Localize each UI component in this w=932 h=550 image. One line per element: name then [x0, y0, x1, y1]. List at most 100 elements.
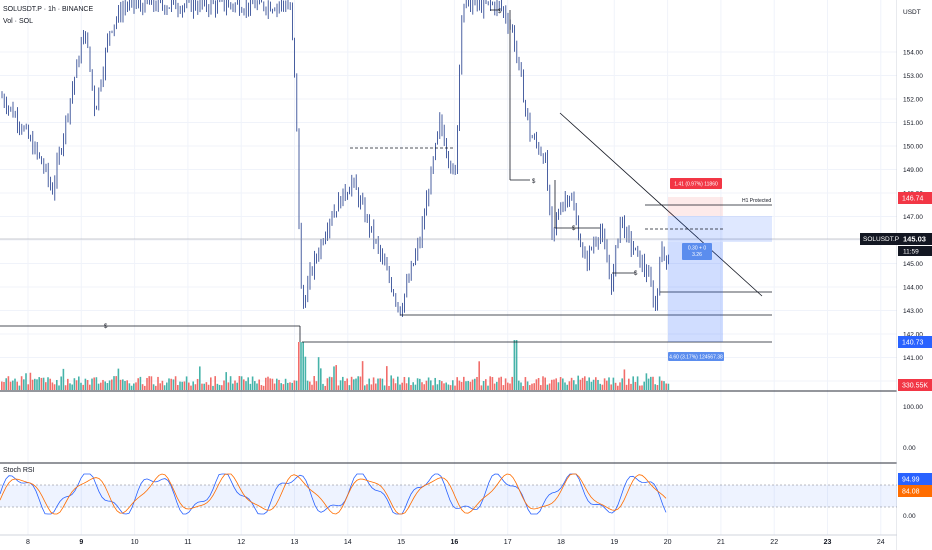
volume-bar	[7, 376, 10, 390]
volume-bar	[463, 376, 465, 390]
volume-bar	[614, 382, 617, 390]
price-candles	[1, 0, 669, 318]
ratio-badge-sub: 3.26	[692, 252, 702, 258]
volume-bar	[346, 378, 348, 390]
volume-bar	[82, 384, 84, 390]
volume-bar	[53, 384, 56, 390]
price-axis[interactable]: USDT 154.00 153.00 152.00 151.00 150.00 149.00…	[860, 0, 932, 550]
price-tag-target-bg	[898, 192, 932, 204]
volume-bar	[251, 376, 254, 390]
volume-bar	[71, 384, 73, 390]
volume-bar	[51, 382, 54, 390]
time-label: 21	[717, 539, 725, 546]
volume-bar	[324, 385, 326, 390]
volume-bar	[522, 385, 524, 390]
volume-bar	[196, 378, 199, 390]
volume-bar	[115, 376, 117, 390]
price-tick: 147.00	[903, 214, 923, 221]
volume-bar	[489, 376, 491, 390]
volume-bar	[661, 380, 663, 390]
volume-bar	[386, 366, 388, 390]
time-label: 23	[824, 539, 832, 546]
volume-bar	[223, 380, 225, 390]
volume-bar	[432, 385, 434, 390]
volume-bar	[337, 385, 340, 390]
volume-bar	[366, 384, 368, 390]
last-price: 145.03	[903, 235, 926, 244]
volume-bar	[647, 378, 650, 390]
volume-bar	[610, 384, 612, 390]
volume-bar	[315, 381, 318, 390]
volume-bar	[513, 340, 516, 390]
volume-bar	[498, 377, 500, 390]
volume-bar	[320, 368, 322, 390]
volume-bar	[179, 381, 181, 390]
volume-bar	[414, 384, 417, 390]
volume-bar	[469, 381, 472, 390]
volume-bar	[42, 377, 45, 390]
volume-bars	[1, 340, 670, 390]
ticker-tag: SOLUSDT.P	[863, 236, 899, 243]
volume-bar	[546, 384, 549, 390]
volume-bar	[454, 385, 456, 390]
volume-bar	[480, 385, 483, 390]
volume-bar	[27, 384, 29, 390]
volume-bar	[621, 378, 623, 390]
stoch-legend[interactable]: Stoch RSI	[3, 467, 35, 474]
volume-bar	[447, 384, 450, 390]
volume-bar	[641, 385, 643, 390]
volume-bar	[632, 376, 634, 390]
price-tick: 151.00	[903, 120, 923, 127]
volume-bar	[260, 385, 263, 390]
volume-bar	[397, 376, 399, 390]
volume-bar	[623, 369, 626, 390]
volume-bar	[199, 366, 201, 390]
volume-bar	[12, 380, 14, 390]
drawing-line	[559, 112, 763, 297]
volume-legend[interactable]: Vol · SOL	[3, 18, 33, 25]
volume-bar	[375, 383, 377, 390]
time-axis[interactable]: 8 9 10 11 12 13 14 15 16 17 18 19 20 21 22 23 24	[26, 539, 885, 546]
volume-bar	[636, 376, 639, 390]
time-label: 19	[610, 539, 618, 546]
volume-bar	[62, 368, 65, 390]
volume-bar	[144, 385, 146, 390]
volume-bar	[60, 376, 62, 390]
symbol-title[interactable]: SOLUSDT.P · 1h · BINANCE	[3, 6, 94, 13]
time-label: 16	[451, 539, 459, 546]
volume-bar	[245, 381, 247, 390]
volume-bar	[155, 385, 157, 390]
volume-bar	[265, 377, 267, 390]
volume-bar	[392, 378, 395, 390]
volume-bar	[370, 384, 373, 390]
price-tick: 145.00	[903, 261, 923, 268]
volume-bar	[408, 377, 410, 390]
volume-bar	[86, 380, 89, 390]
volume-bar	[586, 380, 588, 390]
volume-bar	[183, 381, 186, 390]
stoch-k-tag: 94.99	[902, 477, 920, 484]
volume-bar	[100, 382, 102, 390]
volume-bar	[5, 378, 7, 390]
volume-bar	[342, 376, 344, 390]
volume-bar	[388, 385, 390, 390]
volume-bar	[104, 381, 106, 390]
volume-bar	[458, 380, 461, 390]
volume-bar	[612, 377, 615, 390]
price-tick: 149.00	[903, 167, 923, 174]
volume-bar	[531, 383, 533, 390]
volume-bar	[218, 384, 221, 390]
volume-bar	[524, 377, 527, 390]
drawings[interactable]: $ $ $ $ $ H1 Protected 1.41 (0.97%) 11860 0.30 …	[0, 9, 897, 361]
volume-bar	[25, 373, 27, 390]
volume-bar	[652, 376, 654, 390]
price-tag-stop-bg	[898, 336, 932, 348]
volume-bar	[75, 380, 78, 390]
volume-bar	[170, 378, 172, 390]
volume-bar	[509, 383, 511, 390]
volume-bar	[377, 378, 379, 390]
volume-bar	[78, 376, 80, 390]
time-label: 24	[877, 539, 885, 546]
